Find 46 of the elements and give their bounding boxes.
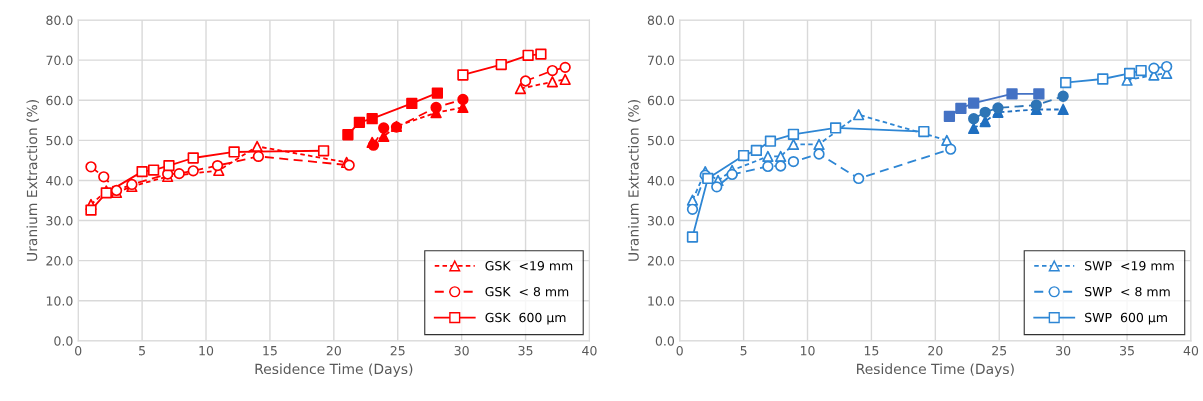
y-tick-label: 80.0 [46,15,73,25]
x-tick-label: 30 [454,345,469,356]
y-tick-label: 80.0 [647,15,674,25]
legend-label: GSK <19 mm [485,261,573,271]
x-tick-label: 35 [518,345,533,356]
y-axis-title: Uranium Extraction (%) [628,100,641,261]
y-axis-title: Uranium Extraction (%) [26,100,39,261]
y-tick-label: 50.0 [46,135,73,146]
y-tick-label: 30.0 [46,216,73,226]
y-tick-label: 20.0 [46,256,73,266]
x-tick-label: 35 [1120,345,1134,356]
x-tick-label: 5 [139,346,145,356]
y-tick-label: 20.0 [647,256,674,266]
x-tick-label: 25 [390,345,405,356]
legend-label: GSK < 8 mm [485,286,569,297]
y-tick-label: 60.0 [46,95,73,106]
legend-label: SWP 600 µm [1085,312,1167,325]
x-tick-label: 5 [740,346,747,356]
y-tick-label: 0.0 [655,336,674,346]
x-tick-label: 30 [1056,345,1071,356]
legend-label: SWP < 8 mm [1085,286,1170,297]
y-tick-label: 0.0 [54,336,73,346]
x-tick-label: 40 [1183,345,1199,356]
x-tick-label: 0 [75,345,82,356]
y-tick-label: 60.0 [647,95,674,106]
x-tick-label: 20 [326,345,341,356]
x-tick-label: 20 [928,345,943,356]
y-tick-label: 50.0 [647,135,674,146]
y-tick-label: 10.0 [648,296,674,306]
x-axis-title: Residence Time (Days) [255,363,413,377]
y-tick-label: 30.0 [647,216,674,226]
y-tick-label: 70.0 [46,55,73,66]
x-tick-label: 0 [676,345,683,356]
legend-label: SWP <19 mm [1085,261,1174,271]
x-tick-label: 15 [263,346,277,356]
x-tick-label: 10 [199,345,214,356]
y-tick-label: 40.0 [647,175,674,186]
y-tick-label: 40.0 [46,175,73,186]
y-tick-label: 10.0 [46,296,73,306]
y-tick-label: 70.0 [648,55,674,66]
x-axis-title: Residence Time (Days) [857,363,1014,377]
x-tick-label: 10 [800,345,815,356]
x-tick-label: 40 [582,345,597,356]
x-tick-label: 25 [992,345,1007,356]
legend-label: GSK 600 µm [485,312,566,325]
x-tick-label: 15 [864,346,879,356]
